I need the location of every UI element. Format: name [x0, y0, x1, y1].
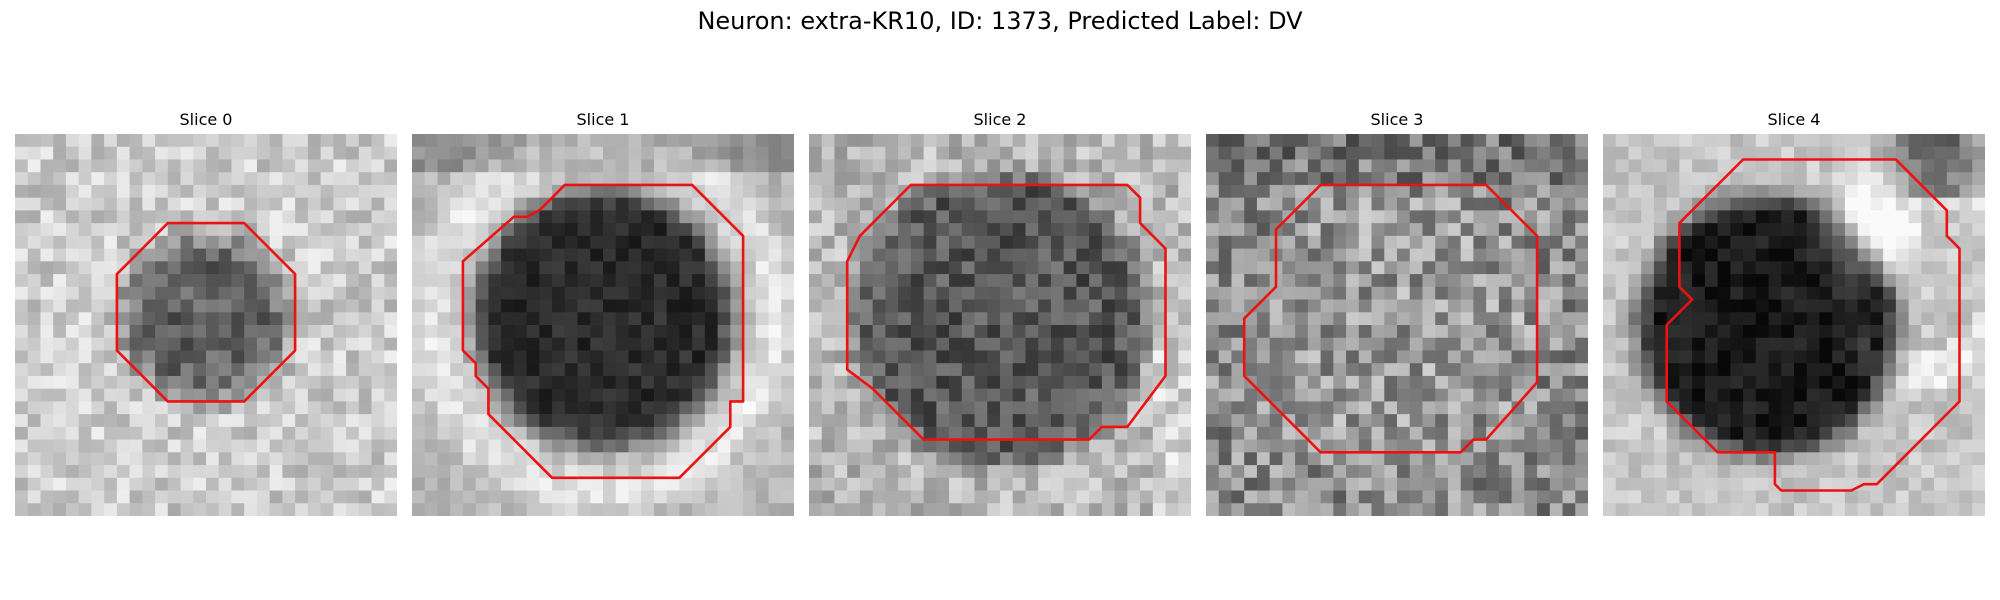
segmentation-contour [1242, 183, 1539, 454]
segmentation-contour [1665, 158, 1961, 492]
slice-3-image [1206, 134, 1588, 516]
segmentation-contour [461, 183, 745, 480]
panel-title-slice-0: Slice 0 [179, 110, 233, 129]
slice-2-image [809, 134, 1191, 516]
slice-0-image [15, 134, 397, 516]
segmentation-contour [115, 221, 297, 403]
image-panel-slice-2 [809, 134, 1191, 516]
image-panel-slice-0 [15, 134, 397, 516]
panel-title-slice-3: Slice 3 [1370, 110, 1424, 129]
segmentation-contour [845, 183, 1167, 441]
figure-title: Neuron: extra-KR10, ID: 1373, Predicted … [697, 7, 1303, 35]
panel-title-slice-2: Slice 2 [973, 110, 1027, 129]
image-panel-slice-3 [1206, 134, 1588, 516]
image-panel-slice-1 [412, 134, 794, 516]
panel-title-slice-4: Slice 4 [1767, 110, 1821, 129]
slice-1-image [412, 134, 794, 516]
slice-4-image [1603, 134, 1985, 516]
image-panel-slice-4 [1603, 134, 1985, 516]
panel-title-slice-1: Slice 1 [576, 110, 630, 129]
